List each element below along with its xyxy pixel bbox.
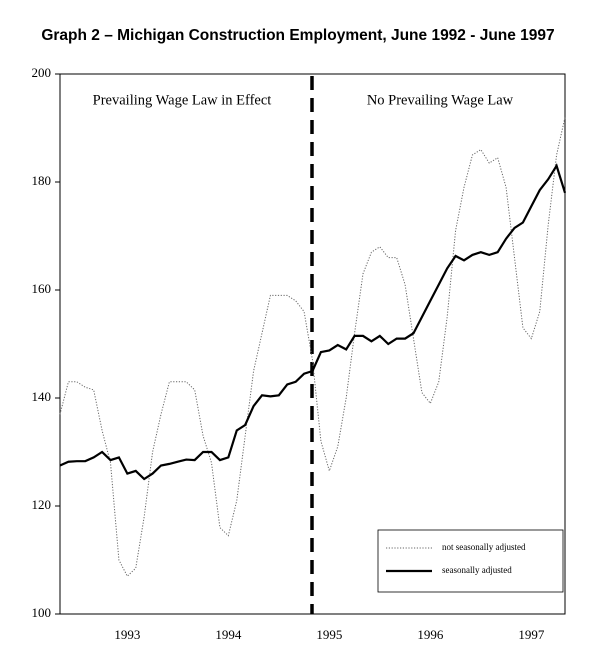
chart-title: Graph 2 – Michigan Construction Employme…: [41, 27, 554, 44]
annotation: No Prevailing Wage Law: [367, 92, 514, 108]
y-tick-label: 140: [32, 389, 52, 404]
legend-label: not seasonally adjusted: [442, 542, 526, 552]
y-tick-label: 200: [32, 65, 52, 80]
x-tick-label: 1994: [215, 627, 242, 642]
series-line: [59, 117, 566, 578]
x-tick-label: 1993: [114, 627, 140, 642]
series-line: [59, 163, 567, 481]
legend: [377, 529, 564, 593]
y-tick-label: 100: [32, 605, 52, 620]
x-tick-label: 1996: [417, 627, 444, 642]
annotation: Prevailing Wage Law in Effect: [93, 92, 272, 108]
y-tick-label: 160: [32, 281, 52, 296]
legend-label: seasonally adjusted: [442, 565, 512, 575]
y-tick-label: 120: [32, 497, 52, 512]
x-tick-label: 1995: [316, 627, 342, 642]
x-tick-label: 1997: [518, 627, 545, 642]
y-tick-label: 180: [32, 173, 52, 188]
